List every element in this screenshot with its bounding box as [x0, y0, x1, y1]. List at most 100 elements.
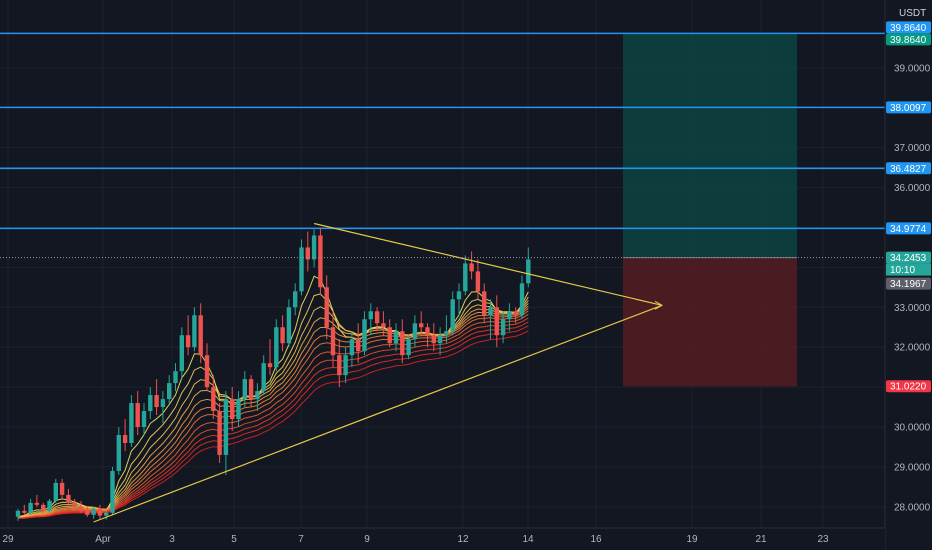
price-badge-label: 34.9774 [890, 224, 927, 235]
candle-body [280, 327, 285, 344]
candle-body [444, 331, 449, 336]
candle-body [412, 323, 418, 340]
candle-body [425, 327, 430, 336]
candle-body [97, 508, 103, 516]
price-tick-label: 33.0000 [894, 303, 931, 314]
time-tick-label: 7 [298, 534, 304, 545]
candle-body [66, 494, 71, 503]
candle-body [456, 291, 462, 300]
ma-ribbon-line [17, 313, 529, 519]
candle-body [311, 235, 317, 260]
time-tick-label: 5 [231, 534, 237, 545]
price-badge [886, 277, 931, 290]
countdown-badge [886, 263, 931, 276]
price-badge [886, 222, 931, 235]
candle-body [160, 399, 166, 408]
candle-body [110, 470, 115, 513]
ma-ribbon-line [17, 310, 529, 519]
candle-body [129, 403, 134, 443]
price-badge [886, 33, 931, 46]
candle-body [141, 411, 147, 428]
time-tick-label: 29 [2, 534, 14, 545]
time-tick-label: 12 [457, 534, 469, 545]
time-axis-panel[interactable] [0, 528, 885, 550]
price-badge-label: 31.0220 [890, 382, 927, 393]
time-tick-label: 3 [169, 534, 175, 545]
candle-body [324, 287, 329, 328]
candle-body [488, 307, 493, 316]
candle-body [34, 502, 40, 505]
candle-body [450, 299, 455, 332]
candle-body [154, 395, 159, 408]
price-badge-label: 34.1967 [890, 279, 927, 290]
candle-body [261, 363, 266, 392]
price-tick-label: 29.0000 [894, 462, 931, 473]
candle-body [469, 263, 474, 272]
ma-ribbon-line [17, 330, 529, 519]
price-badge [886, 101, 931, 114]
candle-body [406, 339, 411, 356]
candle-body [437, 335, 443, 344]
price-badge [886, 380, 931, 393]
candlesticks [15, 227, 531, 521]
candle-body [431, 335, 436, 344]
candle-body [267, 363, 273, 368]
candle-body [419, 323, 424, 328]
candle-body [167, 383, 172, 400]
candle-body [387, 327, 392, 344]
candle-body [293, 291, 298, 308]
candle-body [198, 315, 203, 356]
candle-body [135, 403, 140, 428]
candle-body [526, 259, 531, 284]
candle-body [494, 307, 499, 336]
candle-body [242, 379, 247, 400]
candle-body [519, 283, 525, 316]
price-tick-label: 39.0000 [894, 63, 931, 74]
price-badge [886, 21, 931, 34]
candle-body [173, 371, 178, 384]
candle-body [513, 311, 518, 316]
time-tick-label: 19 [686, 534, 698, 545]
price-tick-label: 37.0000 [894, 143, 931, 154]
price-badge-label: 34.2453 [890, 253, 927, 264]
candle-body [22, 510, 27, 513]
price-tick-label: 28.0000 [894, 502, 931, 513]
candle-body [179, 335, 184, 372]
candle-body [349, 339, 355, 356]
ma-ribbon [17, 275, 529, 519]
price-badge-label: 36.4827 [890, 164, 927, 175]
candle-body [192, 315, 197, 348]
candle-body [116, 435, 121, 471]
time-tick-label: 16 [590, 534, 602, 545]
price-badge-label: 38.0097 [890, 103, 927, 114]
candle-body [318, 235, 323, 288]
candle-body [507, 311, 512, 320]
horizontal-levels[interactable] [0, 32, 885, 230]
triangle-apex-marker [654, 300, 664, 310]
price-badge [886, 162, 931, 175]
triangle-drawing[interactable] [93, 222, 664, 523]
candle-body [343, 355, 348, 376]
candle-body [217, 411, 222, 455]
candle-body [500, 319, 506, 336]
candle-body [28, 502, 33, 513]
candle-body [78, 506, 84, 511]
candle-body [104, 512, 109, 516]
time-tick-label: 21 [755, 534, 767, 545]
candle-body [400, 331, 405, 356]
candle-body [299, 247, 304, 292]
candle-body [337, 355, 342, 376]
candle-body [330, 327, 336, 356]
candle-body [223, 399, 229, 455]
price-badge-label: 39.8640 [890, 35, 927, 46]
candle-body [356, 339, 361, 352]
candle-body [204, 355, 210, 388]
candle-body [15, 510, 21, 517]
long-position-tool[interactable] [623, 33, 797, 387]
time-tick-label: 23 [817, 534, 829, 545]
currency-label: USDT [899, 8, 926, 19]
candle-body [475, 271, 481, 292]
time-axis-ticks: 29 Apr 3 5 7 9 12 14 16 19 21 23 [2, 534, 829, 545]
